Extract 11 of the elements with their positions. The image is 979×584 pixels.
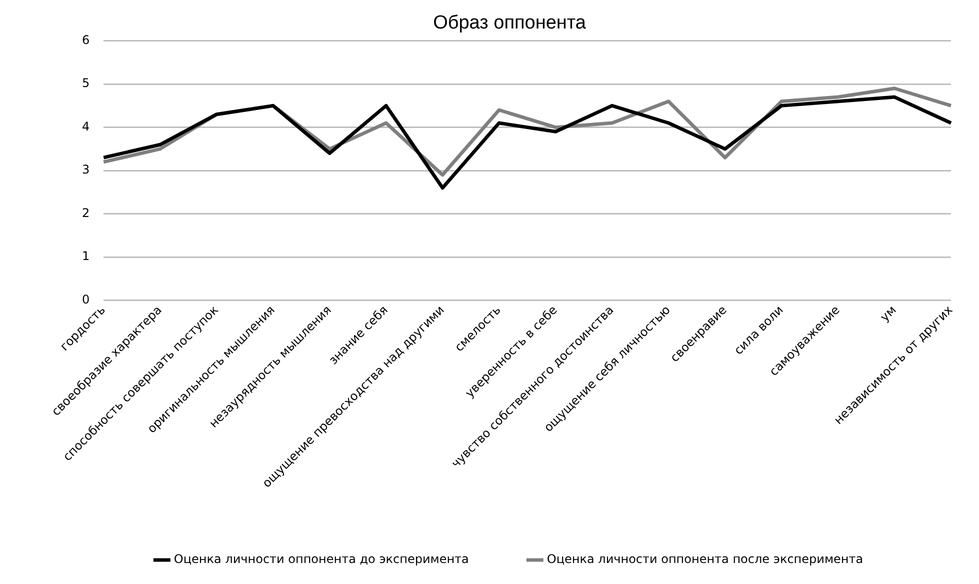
chart-title: Образ оппонента [433,12,586,34]
x-tick-label: ум [878,302,899,324]
y-tick-label: 4 [82,119,90,134]
y-tick-label: 3 [82,162,90,177]
y-tick-label: 6 [82,32,90,47]
y-tick-label: 5 [82,76,90,90]
legend-label: Оценка личности оппонента до эксперимента [174,552,469,566]
y-tick-label: 2 [82,206,90,220]
legend-label: Оценка личности оппонента после эксперимента [546,552,864,566]
y-tick-label: 1 [82,249,90,264]
y-tick-label: 0 [82,292,90,306]
